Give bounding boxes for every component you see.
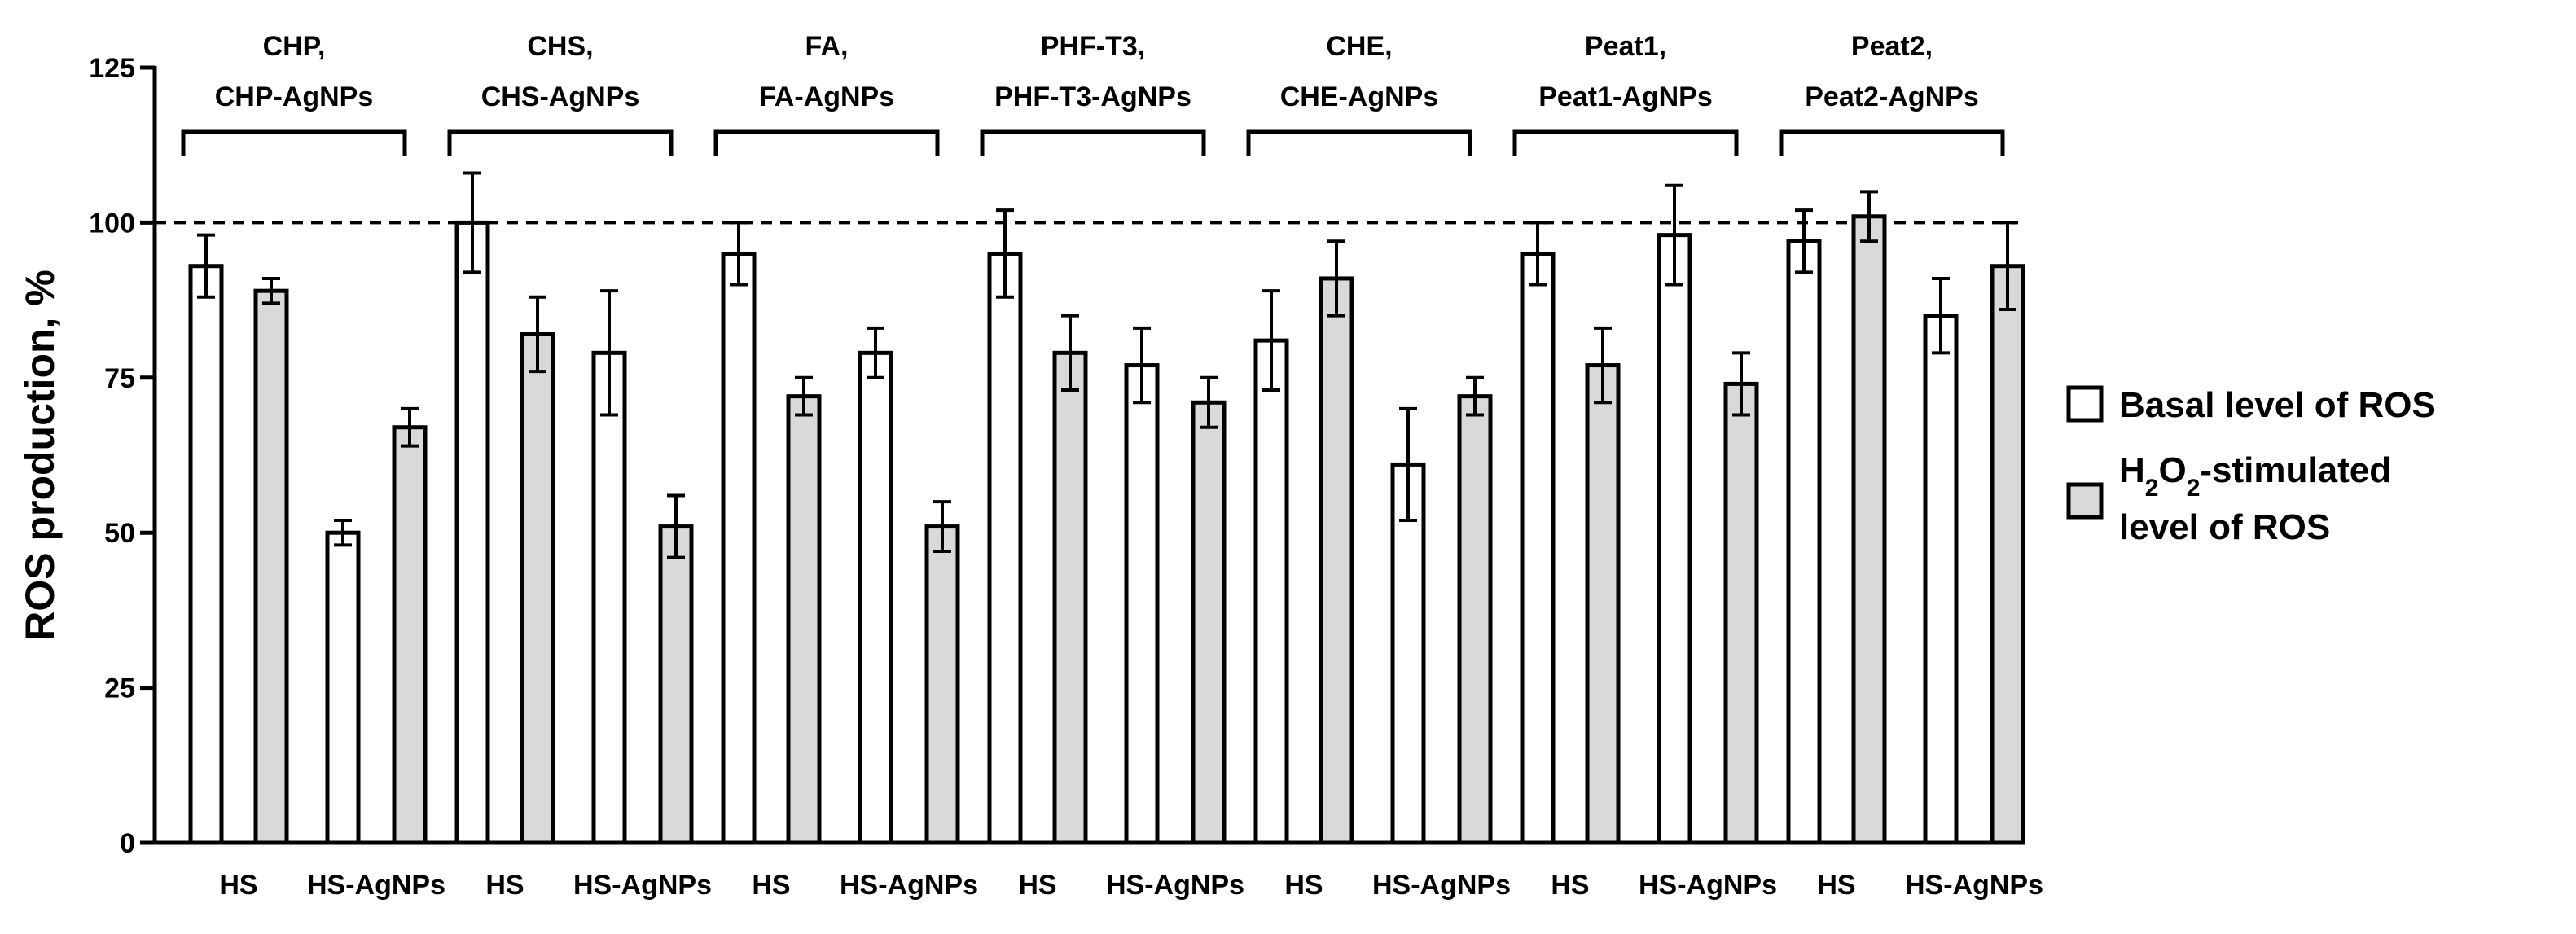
group-label-line2: CHE-AgNPs [1280,81,1439,112]
y-tick-label: 50 [104,518,135,549]
x-tick-label: HS [1817,870,1855,901]
group-bracket [181,129,407,156]
bar-basal [987,251,1023,845]
bar-basal [1124,363,1160,845]
group-label-line2: CHP-AgNPs [215,81,374,112]
legend-swatch-basal [2066,385,2104,423]
legend-label-stimulated-line1: H2O2-stimulated [2119,450,2391,502]
legend-swatch-stimulated [2066,482,2104,520]
bar-stimulated [1457,394,1493,845]
bar-stimulated [1851,214,1887,845]
group-bracket [713,129,940,156]
bar-basal [591,350,627,845]
bar-stimulated [392,425,428,845]
x-tick-label: HS-AgNPs [307,870,445,901]
x-tick-label: HS [1284,870,1323,901]
group-bracket [1779,129,2005,156]
bar-stimulated [658,524,694,845]
bar-stimulated [1723,381,1759,845]
bar-stimulated [1319,276,1354,845]
bar-basal [188,264,224,845]
x-tick-label: HS [1018,870,1056,901]
group-label-line1: CHP, [263,31,326,62]
bar-basal [721,251,757,845]
group-label-line1: CHE, [1326,31,1392,62]
bar-stimulated [786,394,822,845]
legend-text-part: O [2158,450,2186,490]
group-label-line2: FA-AgNPs [759,81,894,112]
group-label-line2: PHF-T3-AgNPs [994,81,1191,112]
bar-basal [1253,338,1289,845]
bar-basal [325,530,361,845]
y-tick-label: 75 [104,363,135,394]
group-label-line2: CHS-AgNPs [481,81,640,112]
bar-basal [1786,239,1822,845]
x-tick-label: HS-AgNPs [573,870,712,901]
y-tick-label: 25 [104,673,135,704]
group-label-line2: Peat2-AgNPs [1805,81,1979,112]
x-tick-label: HS-AgNPs [840,870,978,901]
bar-stimulated [1990,264,2025,845]
bar-basal [1923,314,1959,845]
group-label-line1: PHF-T3, [1041,31,1145,62]
group-label-line2: Peat1-AgNPs [1538,81,1713,112]
group-label-line1: FA, [805,31,849,62]
bar-stimulated [1052,350,1088,845]
group-bracket [447,129,674,156]
group-label-line1: Peat2, [1851,31,1933,62]
group-label-line1: CHS, [527,31,593,62]
legend-subscript: 2 [2187,475,2201,502]
bar-stimulated [1191,400,1227,845]
legend-label-stimulated-line2: level of ROS [2119,507,2330,547]
bar-stimulated [253,288,289,845]
legend-text-part: -stimulated [2200,450,2391,490]
bar-basal [858,350,893,845]
group-bracket [1246,129,1472,156]
x-tick-label: HS [752,870,790,901]
x-tick-label: HS [219,870,257,901]
legend-subscript: 2 [2145,475,2159,502]
x-tick-label: HS-AgNPs [1372,870,1511,901]
legend-label-basal: Basal level of ROS [2119,385,2436,425]
bar-basal [1657,233,1692,845]
bar-stimulated [924,524,960,845]
y-tick-label: 100 [89,208,135,239]
y-tick-label: 125 [89,53,135,84]
x-tick-label: HS [485,870,524,901]
bar-basal [1520,251,1556,845]
x-tick-label: HS-AgNPs [1106,870,1244,901]
legend-text-part: H [2119,450,2145,490]
y-tick-label: 0 [120,828,135,859]
group-bracket [980,129,1206,156]
bar-basal [454,220,490,845]
x-tick-label: HS [1551,870,1589,901]
y-axis-title: ROS production, % [17,270,63,641]
bar-stimulated [1585,363,1621,845]
group-bracket [1512,129,1739,156]
x-tick-label: HS-AgNPs [1905,870,2043,901]
group-label-line1: Peat1, [1585,31,1666,62]
bar-stimulated [520,331,555,845]
x-tick-label: HS-AgNPs [1639,870,1777,901]
